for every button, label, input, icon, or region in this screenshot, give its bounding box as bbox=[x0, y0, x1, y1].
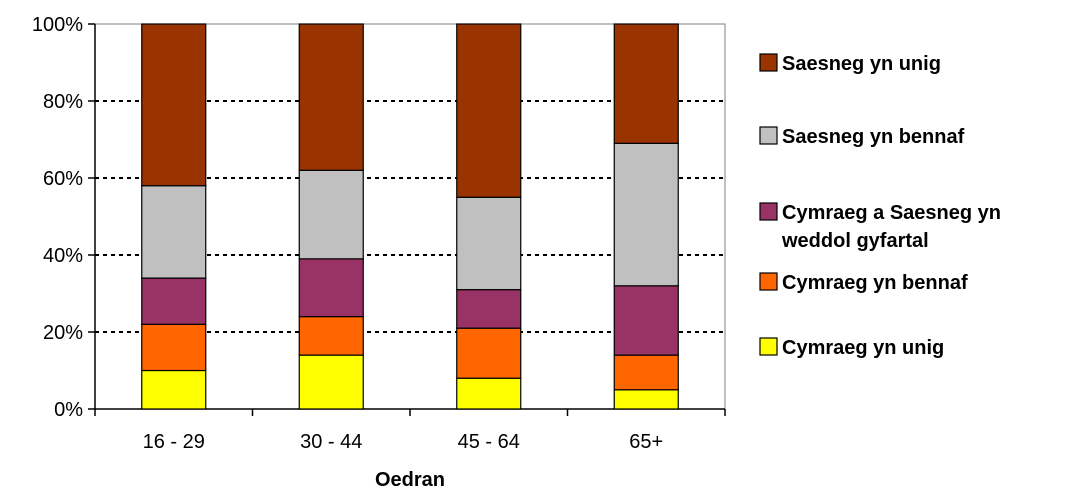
x-tick-label: 45 - 64 bbox=[458, 431, 520, 453]
bar-segment bbox=[456, 377, 522, 410]
y-tick-label: 60% bbox=[43, 168, 83, 190]
bar-segment bbox=[613, 142, 679, 287]
bar-segment bbox=[141, 323, 207, 372]
bar-segment bbox=[456, 196, 522, 291]
x-tick-label: 65+ bbox=[629, 431, 663, 453]
x-axis-label: Oedran bbox=[375, 469, 445, 491]
x-tick-label: 16 - 29 bbox=[143, 431, 205, 453]
legend-swatch bbox=[759, 126, 778, 145]
x-tick-label: 30 - 44 bbox=[300, 431, 362, 453]
y-tick-label: 100% bbox=[32, 14, 83, 36]
bar-segment bbox=[456, 289, 522, 329]
bar-segment bbox=[298, 354, 364, 410]
bar-segment bbox=[141, 369, 207, 410]
bar-segment bbox=[613, 389, 679, 410]
legend-swatch bbox=[759, 53, 778, 72]
y-tick-label: 0% bbox=[54, 399, 83, 421]
bar-segment bbox=[456, 327, 522, 379]
bar-segment bbox=[298, 316, 364, 356]
bar-segment bbox=[141, 277, 207, 325]
legend-swatch bbox=[759, 337, 778, 356]
legend-swatch bbox=[759, 272, 778, 291]
bar-segment bbox=[613, 23, 679, 144]
legend-label: Cymraeg yn bennaf bbox=[782, 272, 968, 294]
legend-label: Cymraeg yn unig bbox=[782, 337, 944, 359]
legend-label: Saesneg yn unig bbox=[782, 53, 941, 75]
legend-swatch bbox=[759, 202, 778, 221]
y-tick-label: 40% bbox=[43, 245, 83, 267]
bar-segment bbox=[141, 23, 207, 187]
legend-label: Saesneg yn bennaf bbox=[782, 126, 965, 148]
y-tick-label: 80% bbox=[43, 91, 83, 113]
bar-segment bbox=[298, 258, 364, 318]
bar-segment bbox=[613, 285, 679, 356]
bar-segment bbox=[298, 23, 364, 171]
bar-segment bbox=[141, 185, 207, 279]
y-tick-label: 20% bbox=[43, 322, 83, 344]
bar-segment bbox=[298, 169, 364, 260]
bar-segment bbox=[613, 354, 679, 391]
legend-label: Cymraeg a Saesneg yn weddol gyfartal bbox=[781, 202, 1001, 252]
bar-segment bbox=[456, 23, 522, 198]
